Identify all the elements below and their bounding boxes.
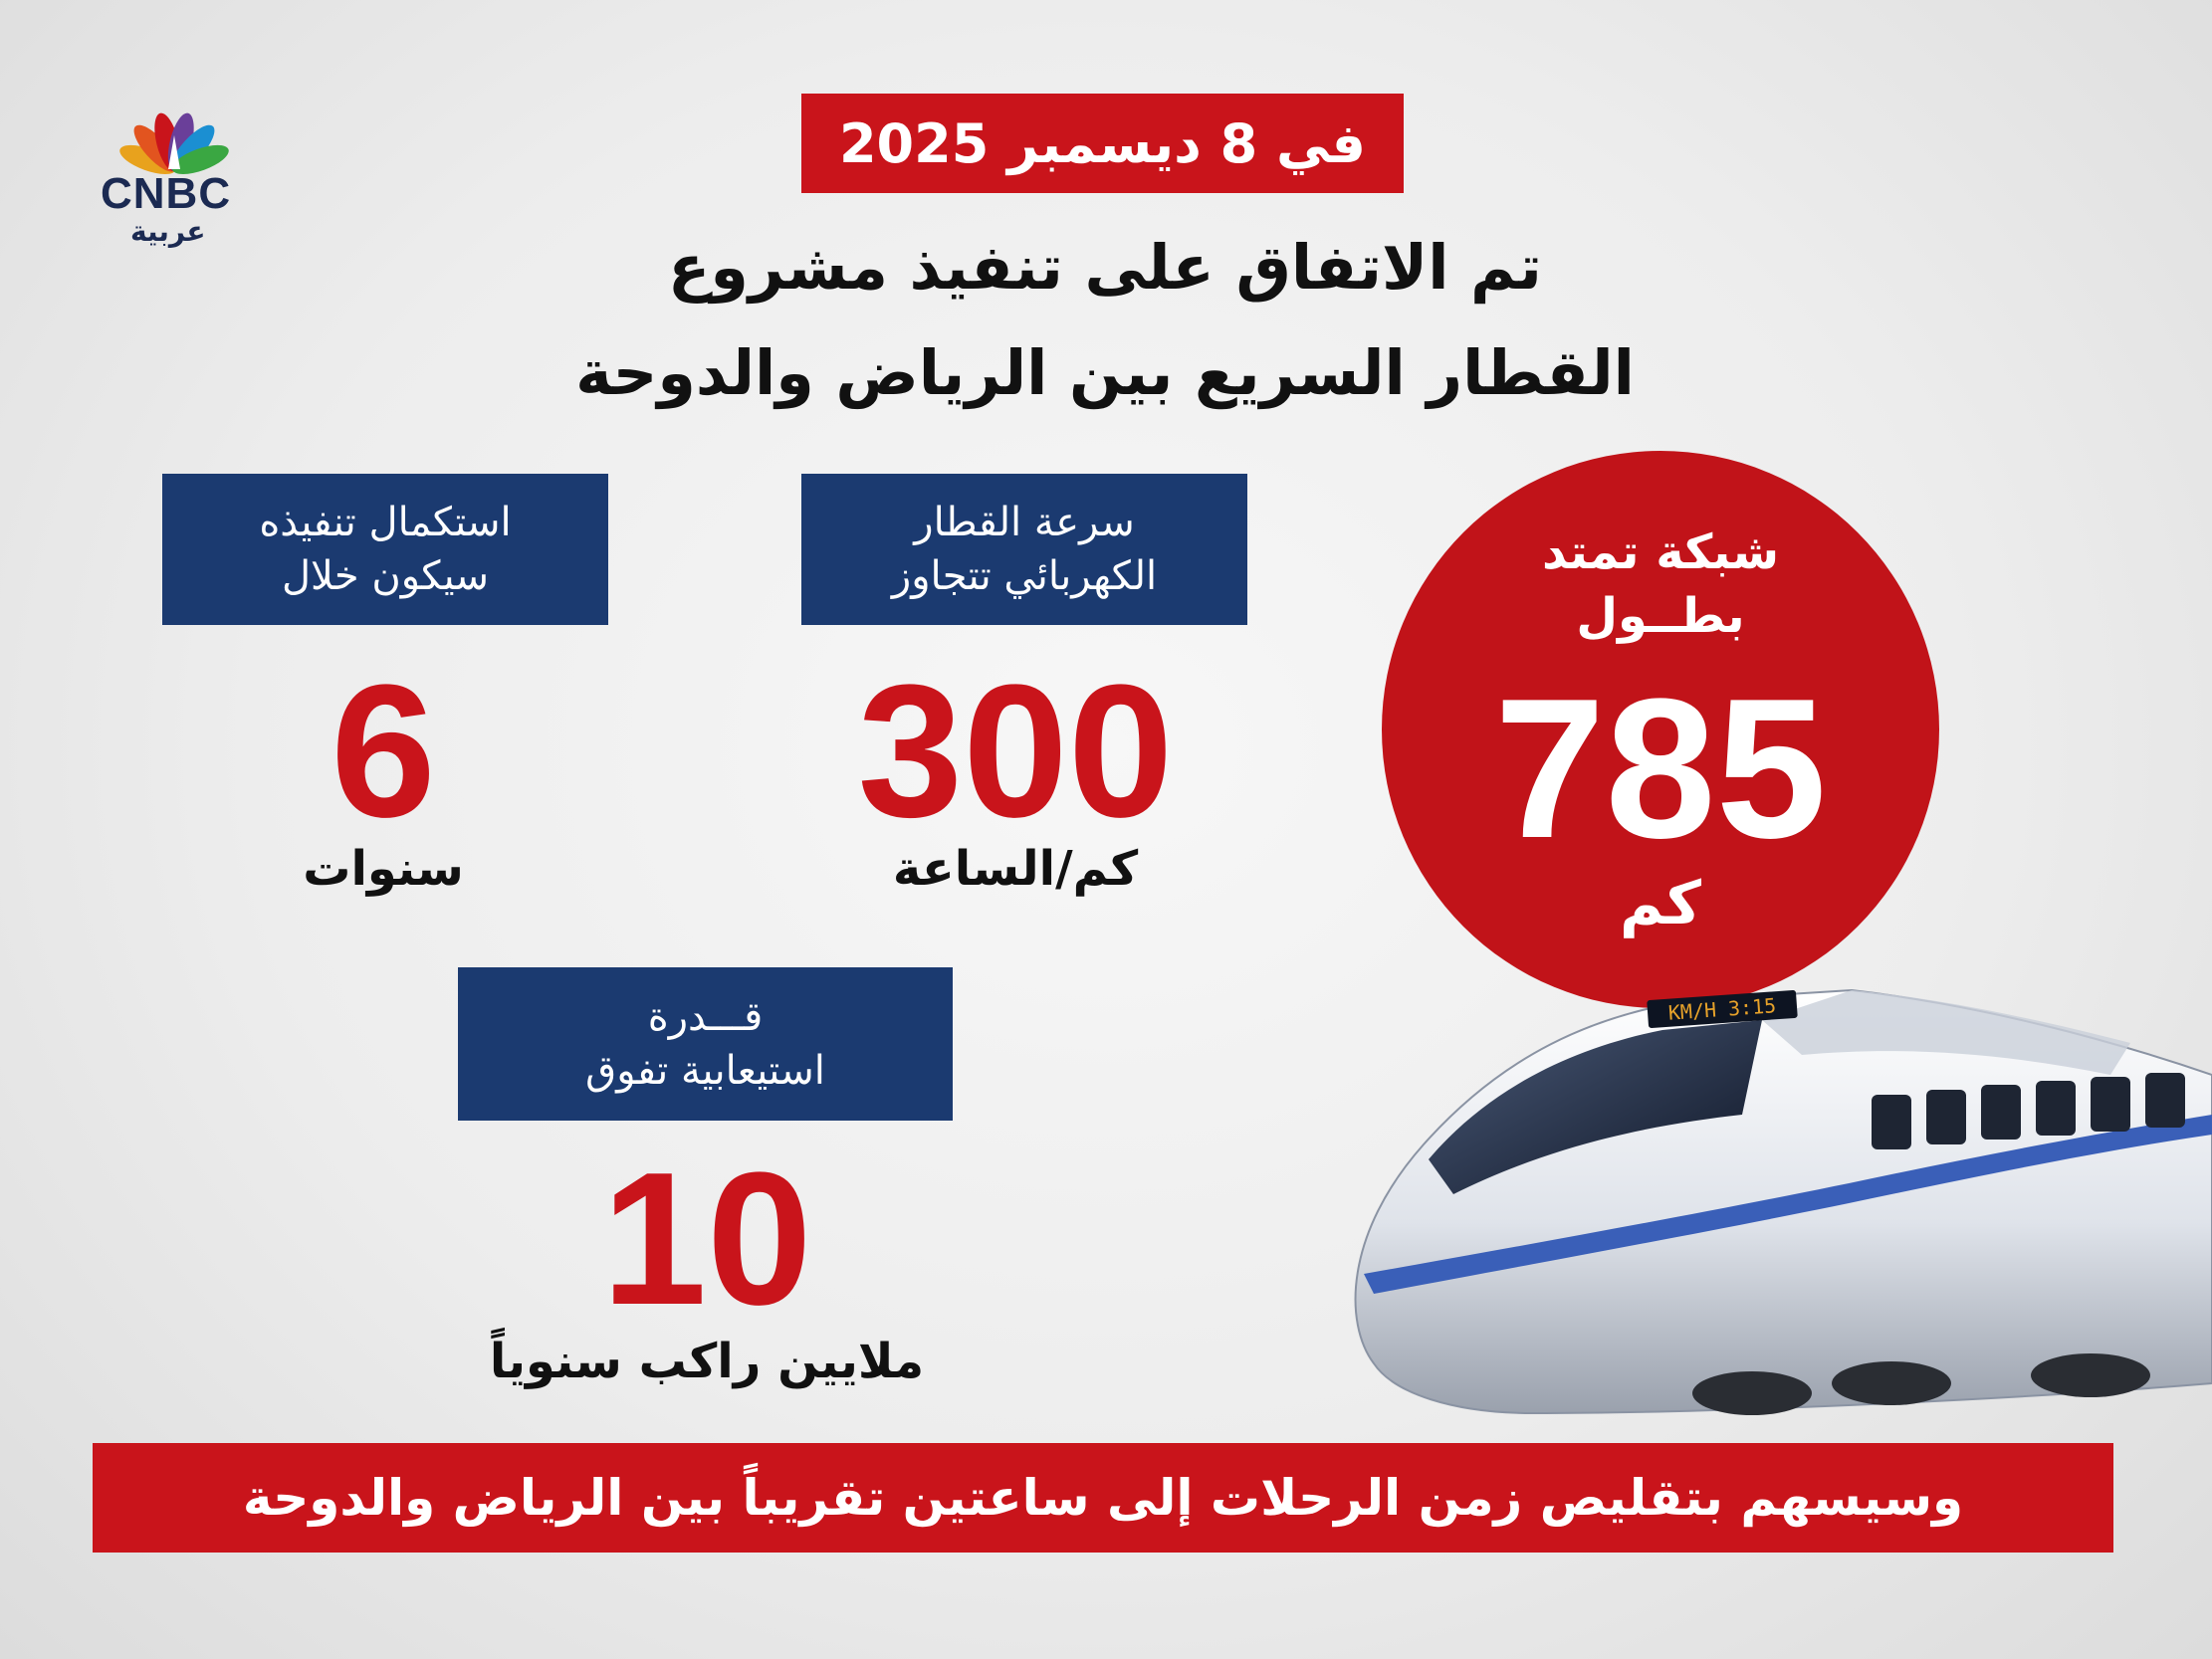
footer-banner: وسيسهم بتقليص زمن الرحلات إلى ساعتين تقر… (93, 1443, 2113, 1553)
logo-wordmark: CNBC (101, 169, 232, 218)
capacity-value: 10 (601, 1134, 812, 1345)
network-length-circle: شبكة تمتد بطــول 785 كم (1382, 451, 1939, 1008)
capacity-label-line-1: قـــدرة (647, 994, 764, 1040)
duration-value: 6 (331, 646, 436, 857)
headline-line-1: تم الاتفاق على تنفيذ مشروع (668, 231, 1542, 304)
logo-arabic-text: عربية (130, 215, 206, 248)
duration-label-line-1: استكمال تنفيذه (259, 500, 512, 545)
speed-unit: كم/الساعة (892, 841, 1139, 897)
network-unit: كم (1620, 869, 1701, 938)
network-value: 785 (1494, 658, 1827, 880)
cnbc-logo: CNBC عربية (95, 98, 254, 257)
duration-unit: سنوات (303, 841, 464, 897)
network-label-line-2: بطــول (1576, 588, 1745, 644)
speed-value: 300 (857, 646, 1174, 857)
capacity-unit: ملايين راكب سنوياً (489, 1334, 925, 1389)
duration-label-line-2: سيكون خلال (281, 553, 490, 599)
network-label: شبكة تمتد بطــول (1382, 520, 1939, 648)
headline-line-2: القطار السريع بين الرياض والدوحة (575, 336, 1635, 409)
speed-label-box: سرعة القطار الكهربائي تتجاوز (801, 474, 1247, 625)
date-banner: في 8 ديسمبر 2025 (801, 94, 1404, 193)
network-label-line-1: شبكة تمتد (1541, 524, 1780, 580)
capacity-label-box: قـــدرة استيعابية تفوق (458, 967, 953, 1121)
high-speed-train-image: 3:15 KM/H (1354, 988, 2212, 1415)
peacock-icon (119, 112, 229, 174)
speed-label-line-2: الكهربائي تتجاوز (891, 553, 1158, 599)
duration-label-box: استكمال تنفيذه سيكون خلال (162, 474, 608, 625)
speed-label-line-1: سرعة القطار (914, 500, 1135, 545)
capacity-label-line-2: استيعابية تفوق (585, 1048, 825, 1094)
